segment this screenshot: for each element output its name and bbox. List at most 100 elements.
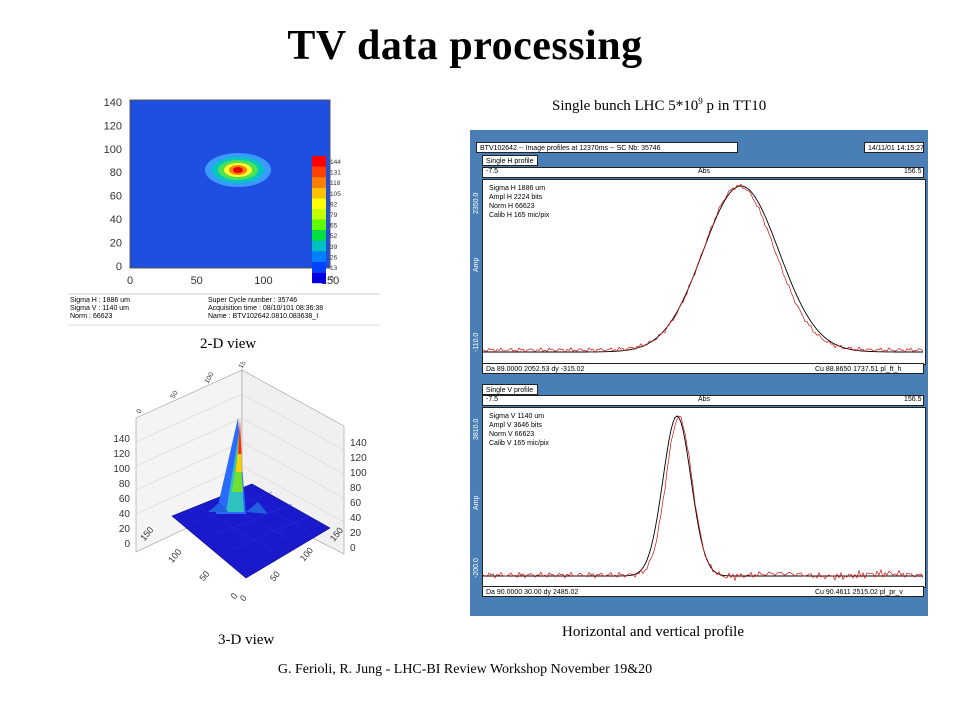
profile-datetime: 14/11/01 14:15:27 (864, 142, 924, 153)
right-tick-label: 100 (350, 468, 367, 479)
h-ybot: -110.0 (473, 332, 480, 352)
right-tick-label: 20 (350, 528, 362, 539)
colorbar-label: 144 (330, 159, 341, 166)
colorbar-swatch (312, 187, 326, 199)
subtitle: Single bunch LHC 5*109 p in TT10 (552, 96, 767, 114)
h-footer: Da 89.0000 2052.53 dy -315.02 Cu 88.8650… (482, 363, 924, 374)
profile-header: BTV102642 -- Image profiles at 12370ms -… (476, 142, 738, 153)
caption-profiles: Horizontal and vertical profile (562, 624, 745, 640)
v-min: -7.5 (486, 396, 499, 403)
panel-profiles: BTV102642 -- Image profiles at 12370ms -… (470, 130, 928, 616)
info-right-2: Acquisition time : 08/10/101 08:36:38 (208, 305, 323, 312)
v-ymid: Amp (473, 495, 480, 510)
y-tick-label: 120 (104, 120, 122, 132)
v-info-4: Calib V 165 mic/pix (489, 440, 549, 447)
colorbar-swatch (312, 251, 326, 262)
h-footer-left: Da 89.0000 2052.53 dy -315.02 (486, 366, 585, 373)
front-right-tick-label: 50 (268, 569, 282, 583)
colorbar-swatch (312, 156, 326, 167)
y-tick-labels: 140 120 100 80 60 40 20 0 (104, 97, 122, 273)
panel-2d-view: 140 120 100 80 60 40 20 0 0 50 100 150 144 131 118 10… (68, 88, 380, 328)
v-footer-right: Cu 90.4611 2515.02 pl_pr_v (815, 589, 903, 596)
left-tick-label: 140 (113, 434, 130, 445)
v-mode: Abs (698, 396, 711, 403)
surface-plot: 140 120 100 80 60 40 20 0 140 120 100 80 60 40 20 0 150 1… (113, 356, 367, 603)
x-tick-label: 50 (191, 275, 203, 287)
v-ybot: -200.0 (473, 558, 480, 578)
right-tick-label: 0 (350, 543, 356, 554)
colorbar-label: 39 (330, 244, 338, 251)
v-footer: Da 90.0000 30.00 dy 2485.02 Cu 90.4611 2… (482, 586, 924, 597)
colorbar-label: 52 (330, 233, 338, 240)
h-profile-label: Single H profile (482, 155, 538, 166)
colorbar-label: 131 (330, 170, 341, 177)
v-max: 156.5 (904, 396, 922, 403)
h-profile-data (483, 183, 923, 353)
h-profile-plot: Sigma H 1886 um Ampl H 2224 bits Norm H … (482, 179, 926, 365)
colorbar-label: 118 (330, 180, 341, 187)
h-info-1: Sigma H 1886 um (489, 185, 546, 192)
colorbar-label: 65 (330, 223, 338, 230)
y-tick-label: 100 (104, 144, 122, 156)
y-tick-label: 40 (110, 214, 122, 226)
right-tick-label: 120 (350, 453, 367, 464)
y-tick-label: 140 (104, 97, 122, 109)
front-right-tick-label: 100 (298, 545, 315, 563)
colorbar-label: 105 (330, 191, 341, 198)
v-info-3: Norm V 66623 (489, 431, 535, 438)
front-right-tick-label: 0 (238, 593, 249, 603)
h-ytop: 2350.0 (473, 192, 480, 214)
v-profile-data (483, 415, 923, 582)
page-title: TV data processing (287, 23, 643, 69)
front-left-tick-label: 0 (229, 591, 240, 601)
v-footer-left: Da 90.0000 30.00 dy 2485.02 (486, 589, 579, 596)
colorbar-swatch (312, 166, 326, 178)
colorbar: 144 131 118 105 92 79 65 52 39 26 13 0 (312, 156, 341, 284)
y-tick-label: 80 (110, 167, 122, 179)
right-tick-label: 40 (350, 513, 362, 524)
left-tick-label: 60 (119, 494, 131, 505)
info-right-3: Name : BTV102642.0810.083638_I (208, 313, 318, 320)
panel-3d-view: 140 120 100 80 60 40 20 0 140 120 100 80 60 40 20 0 150 1… (96, 356, 386, 618)
colorbar-swatch (312, 177, 326, 188)
x-tick-label: 0 (127, 275, 133, 287)
colorbar-swatch (312, 240, 326, 252)
v-info-1: Sigma V 1140 um (489, 413, 545, 420)
left-tick-label: 40 (119, 509, 131, 520)
colorbar-swatch (312, 219, 326, 231)
colorbar-label: 0 (330, 276, 334, 283)
info-right-1: Super Cycle number : 35746 (208, 297, 297, 304)
v-ytop: 3810.0 (473, 418, 480, 440)
h-range-bar[interactable] (482, 167, 924, 178)
h-info-3: Norm H 66623 (489, 203, 535, 210)
h-ymid: Amp (473, 257, 480, 272)
v-profile-label: Single V profile (482, 384, 538, 395)
colorbar-label: 26 (330, 254, 338, 261)
front-left-tick-label: 100 (166, 547, 183, 565)
info-left-2: Sigma V : 1140 um (70, 305, 129, 312)
left-tick-label: 100 (113, 464, 130, 475)
top-tick-label: 50 (170, 390, 180, 400)
left-tick-label: 0 (124, 539, 130, 550)
info-left-1: Sigma H : 1886 um (70, 297, 130, 304)
colorbar-swatch (312, 262, 326, 273)
left-tick-label: 120 (113, 449, 130, 460)
y-tick-label: 0 (116, 261, 122, 273)
right-tick-label: 80 (350, 483, 362, 494)
caption-2d-view: 2-D view (200, 336, 257, 352)
top-tick-label: 150 (238, 362, 250, 370)
h-min: -7.5 (486, 168, 499, 175)
top-tick-label: 0 (136, 408, 144, 415)
v-profile-fit (483, 415, 923, 577)
caption-3d-view: 3-D view (218, 632, 275, 648)
footer: G. Ferioli, R. Jung - LHC-BI Review Work… (277, 662, 653, 677)
v-range-bar[interactable] (482, 395, 924, 406)
right-tick-label: 140 (350, 438, 367, 449)
v-info-2: Ampl V 3646 bits (489, 422, 542, 429)
front-left-tick-label: 50 (197, 569, 211, 583)
colorbar-swatch (312, 272, 326, 284)
h-mode: Abs (698, 168, 711, 175)
h-info-2: Ampl H 2224 bits (489, 194, 543, 201)
v-profile-plot: Sigma V 1140 um Ampl V 3646 bits Norm V … (482, 407, 926, 588)
